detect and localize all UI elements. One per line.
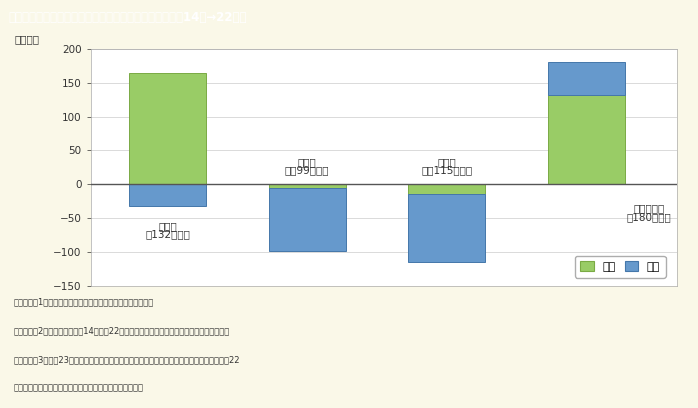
Text: 3．平成23年の結果は岩手県、宮城県及び福島県を除いた全国の実数であるため、22: 3．平成23年の結果は岩手県、宮城県及び福島県を除いた全国の実数であるため、22 (14, 355, 240, 364)
Text: 建設業: 建設業 (298, 157, 316, 167)
Bar (548, 62, 625, 95)
Text: 医療・福祉: 医療・福祉 (634, 203, 664, 213)
Text: 年の結果を引き続き使用することとする。: 年の結果を引き続き使用することとする。 (14, 384, 144, 393)
Text: （－99万人）: （－99万人） (285, 165, 329, 175)
Text: （－115万人）: （－115万人） (421, 165, 473, 175)
Text: （180万人）: （180万人） (627, 213, 671, 223)
Text: 全産業: 全産業 (158, 222, 177, 231)
Bar (548, 95, 625, 184)
Text: 製造業: 製造業 (438, 157, 456, 167)
Bar (408, 194, 485, 262)
Text: 第１－３－４図　男女別・産業別雇用者数の増減（平成14年→22年）: 第１－３－４図 男女別・産業別雇用者数の増減（平成14年→22年） (8, 11, 247, 24)
Legend: 女性, 男性: 女性, 男性 (574, 256, 666, 278)
Bar (269, 184, 346, 188)
Text: （備考）　1．総務省「労働力調査（基本集計）」より作成。: （備考） 1．総務省「労働力調査（基本集計）」より作成。 (14, 298, 154, 307)
Bar (408, 184, 485, 194)
Bar (269, 188, 346, 251)
Bar (129, 184, 206, 206)
Text: （132万人）: （132万人） (145, 229, 190, 239)
Bar (129, 73, 206, 184)
Text: 2．（　）内は平成14年から22年の間で当該産業の雇用者数の増減（男女計）。: 2．（ ）内は平成14年から22年の間で当該産業の雇用者数の増減（男女計）。 (14, 326, 230, 335)
Text: （万人）: （万人） (15, 34, 40, 44)
